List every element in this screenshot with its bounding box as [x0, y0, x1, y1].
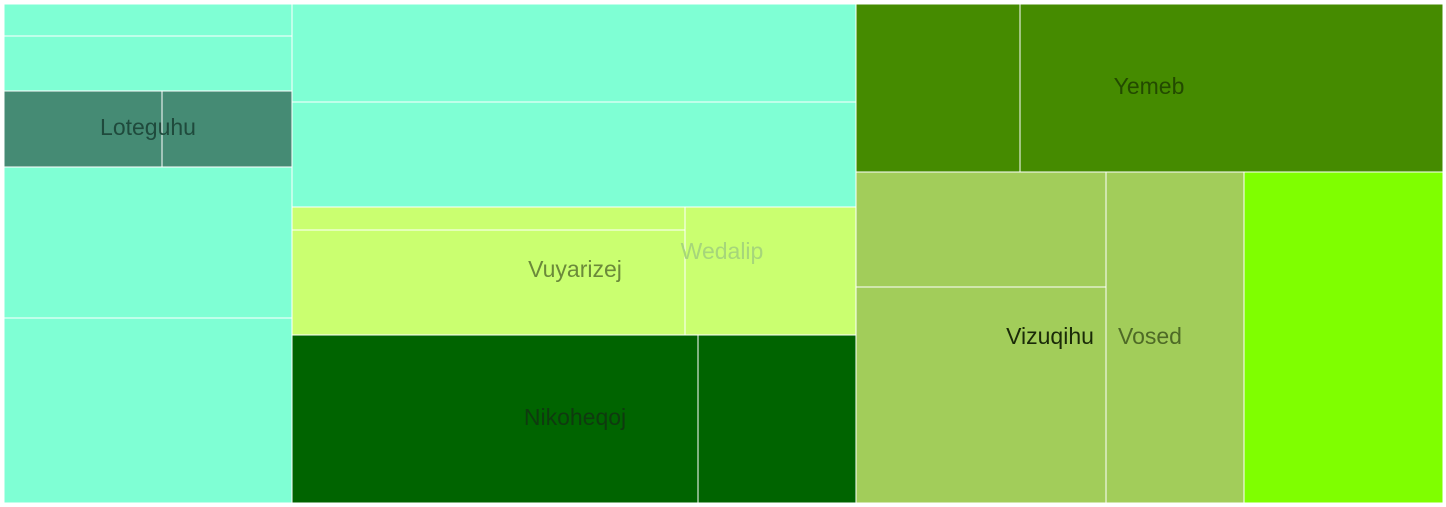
label-vuyarizej: Vuyarizej [528, 256, 622, 282]
treemap-tile [3, 317, 293, 504]
treemap-tile [855, 286, 1107, 504]
treemap-tile [291, 206, 686, 231]
label-yemeb: Yemeb [1114, 73, 1185, 99]
treemap-tile [3, 35, 293, 92]
label-loteguhu: Loteguhu [100, 114, 196, 140]
treemap-tile [855, 3, 1021, 173]
treemap-tile [291, 3, 857, 103]
treemap-labels: Loteguhu Vuyarizej Wedalip Nikoheqoj Yem… [100, 73, 1184, 430]
treemap-tile [1243, 171, 1444, 504]
treemap-tiles [3, 3, 1444, 504]
label-nikoheqoj: Nikoheqoj [524, 404, 626, 430]
treemap-tile [161, 90, 293, 168]
label-vizuqihu: Vizuqihu [1006, 323, 1094, 349]
treemap-tile [1019, 3, 1444, 173]
treemap-tile [3, 166, 293, 319]
treemap-tile [684, 206, 857, 336]
treemap-tile [855, 171, 1107, 288]
treemap-tile [3, 90, 163, 168]
treemap-tile [291, 101, 857, 208]
treemap-tile [291, 334, 699, 504]
label-wedalip: Wedalip [681, 238, 764, 264]
treemap-tile [3, 3, 293, 37]
treemap-tile [291, 229, 686, 336]
label-vosed: Vosed [1118, 323, 1182, 349]
treemap-tile [1105, 171, 1245, 504]
treemap-tile [697, 334, 857, 504]
